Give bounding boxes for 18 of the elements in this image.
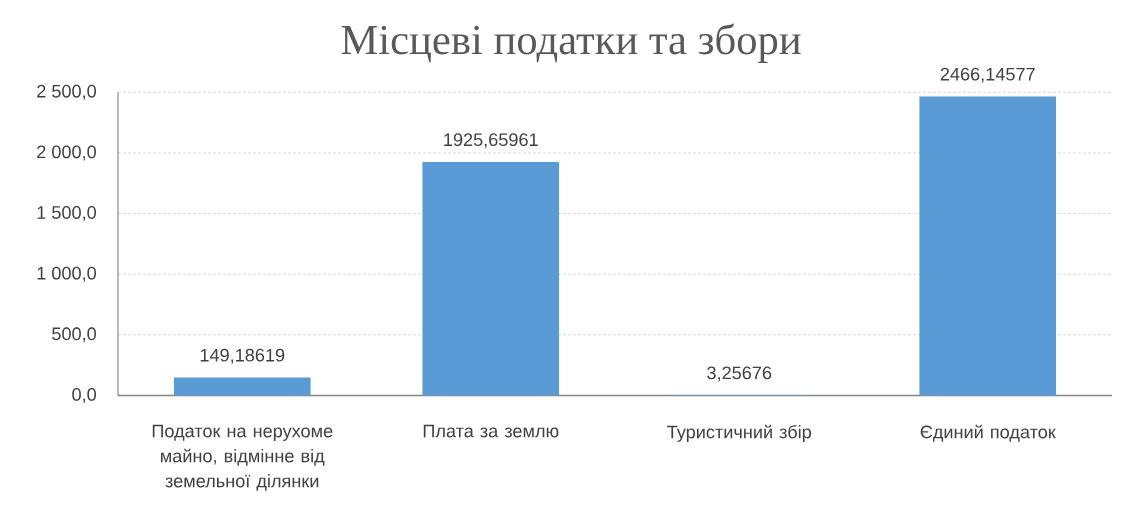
y-tick-label: 2 000,0 bbox=[37, 145, 97, 161]
x-tick-label: Плата за землю bbox=[423, 424, 559, 438]
y-tick-label: 0,0 bbox=[72, 388, 97, 403]
y-tick-label: 500,0 bbox=[52, 327, 97, 343]
data-label: 1925,65961 bbox=[444, 133, 538, 149]
chart-title: Місцеві податки та збори bbox=[341, 23, 801, 64]
bar bbox=[422, 161, 560, 396]
y-tick-label: 2 500,0 bbox=[37, 84, 97, 100]
data-label: 149,18619 bbox=[200, 348, 285, 364]
data-label: 2466,14577 bbox=[940, 67, 1035, 83]
x-tick-label: Туристичний збір bbox=[667, 424, 812, 442]
bar bbox=[173, 377, 311, 396]
y-tick-label: 1 500,0 bbox=[37, 206, 97, 222]
data-label: 3,25676 bbox=[707, 366, 772, 382]
bar bbox=[919, 96, 1057, 396]
x-tick-label: Єдиний податок bbox=[920, 424, 1056, 442]
x-tick-label: Податок на нерухоме майно, відмінне від земельної ділянки bbox=[152, 424, 333, 491]
y-tick-label: 1 000,0 bbox=[37, 266, 97, 282]
